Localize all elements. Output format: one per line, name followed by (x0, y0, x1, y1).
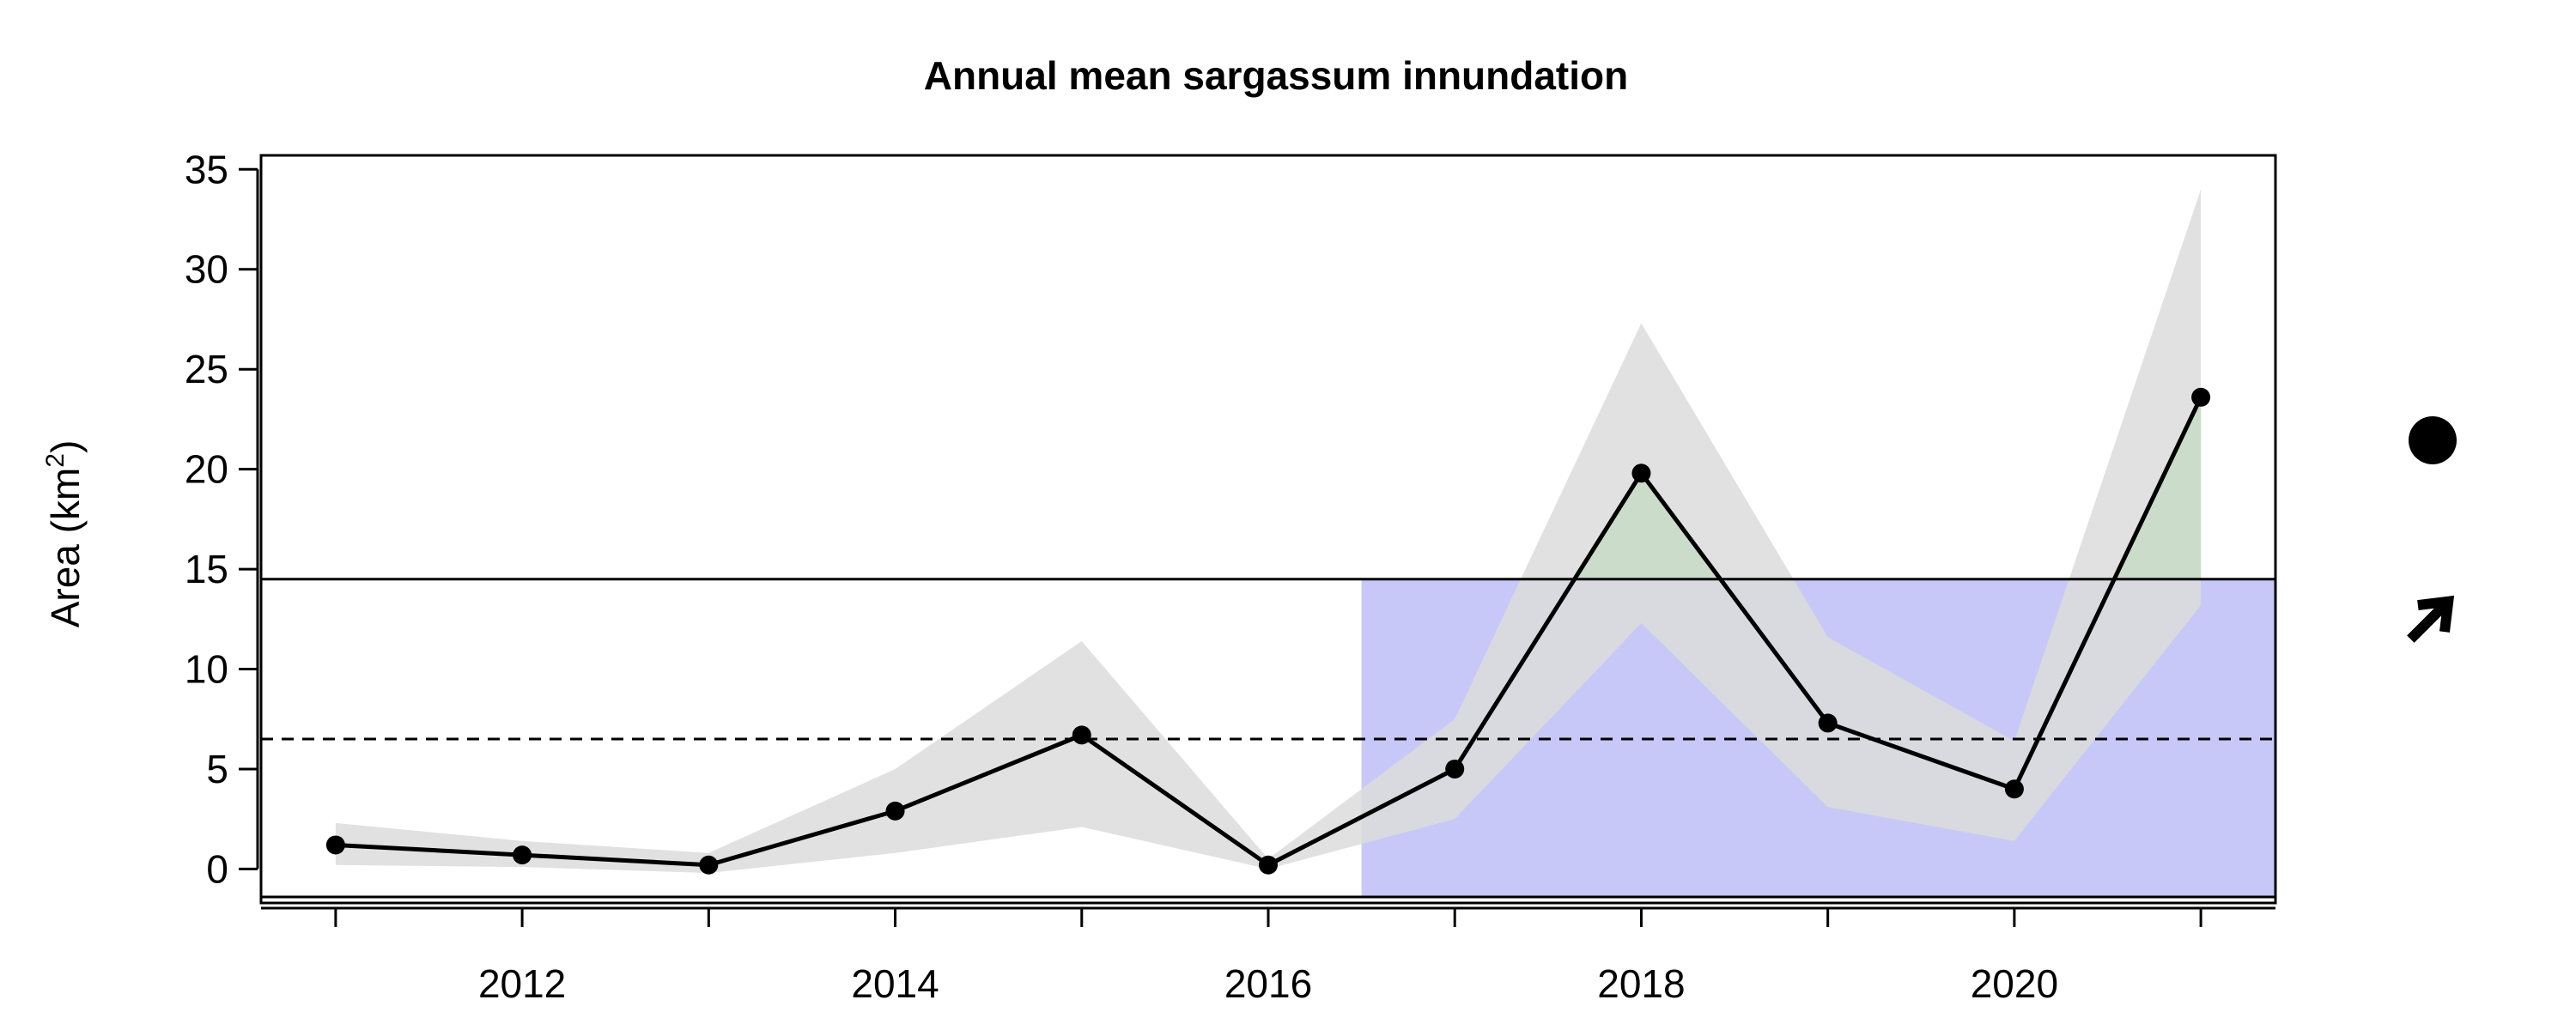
axes: 0 5 10 15 20 25 30 35 2012 2014 2016 2018 2020 (185, 147, 2277, 1006)
y-tick-label: 10 (185, 647, 228, 692)
data-point (2004, 779, 2024, 799)
confidence-band (335, 189, 2202, 874)
data-point (513, 845, 532, 865)
data-point (1818, 713, 1838, 733)
y-tick-label: 5 (206, 747, 228, 791)
data-point (885, 801, 905, 821)
y-tick-label: 30 (185, 247, 228, 292)
x-tick-label: 2012 (478, 961, 566, 1006)
x-tick-label: 2018 (1597, 961, 1685, 1006)
y-tick-label: 25 (185, 347, 228, 391)
y-axis-label: Area (km2) (41, 440, 88, 628)
plot-frame (259, 154, 2277, 905)
x-tick-label: 2020 (1971, 961, 2058, 1006)
plot-area (261, 189, 2275, 899)
data-point (2191, 387, 2211, 407)
y-axis-label-superscript: 2 (41, 453, 70, 468)
data-point (1631, 464, 1651, 483)
y-axis-label-text: Area (km (43, 468, 88, 628)
data-point (1072, 725, 1091, 745)
x-tick-label: 2014 (851, 961, 939, 1006)
arrow-up-right-icon (2407, 595, 2455, 643)
filled-circle-icon (2409, 416, 2457, 464)
data-point (1445, 759, 1465, 779)
data-point (1259, 855, 1278, 875)
chart-title: Annual mean sargassum innundation (924, 53, 1628, 98)
x-tick-label: 2016 (1224, 961, 1312, 1006)
trend-indicators (2407, 416, 2457, 643)
data-point (325, 835, 345, 855)
y-tick-label: 15 (185, 547, 228, 591)
y-axis-label-close: ) (43, 440, 88, 453)
svg-text:Area (km2): Area (km2) (41, 440, 88, 628)
data-point (699, 855, 719, 875)
y-tick-label: 0 (206, 846, 228, 891)
y-tick-label: 20 (185, 447, 228, 492)
y-tick-label: 35 (185, 147, 228, 191)
